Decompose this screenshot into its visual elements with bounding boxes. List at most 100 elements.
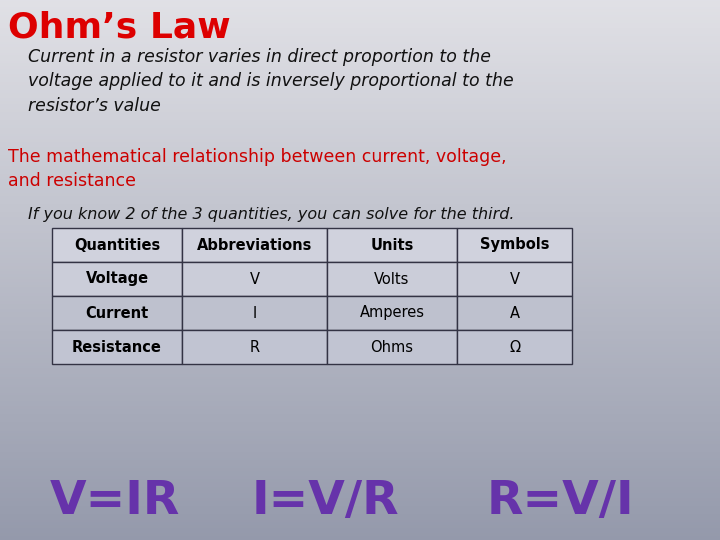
Text: I: I (253, 306, 256, 321)
Text: V: V (250, 272, 259, 287)
Bar (0, 251, 720, 254)
Bar (0, 89, 720, 92)
Bar (0, 483, 720, 486)
Bar (0, 156, 720, 159)
Bar (0, 161, 720, 165)
Bar (0, 134, 720, 138)
Bar (0, 248, 720, 251)
Bar (0, 0, 720, 3)
Bar (0, 531, 720, 535)
Bar (0, 518, 720, 521)
Bar (0, 296, 720, 300)
Bar (0, 180, 720, 184)
Bar (0, 388, 720, 392)
Bar (0, 132, 720, 135)
Bar (0, 329, 720, 332)
Bar (0, 175, 720, 178)
Bar (0, 332, 720, 335)
Bar (0, 224, 720, 227)
Bar (0, 45, 720, 49)
Bar (0, 442, 720, 446)
Bar (0, 121, 720, 124)
Bar (457, 296, 572, 330)
Bar (0, 361, 720, 365)
Bar (327, 228, 457, 262)
Bar (0, 226, 720, 230)
Bar (0, 21, 720, 24)
Bar (0, 321, 720, 324)
Text: Ω: Ω (509, 340, 520, 354)
Bar (0, 5, 720, 8)
Bar (0, 448, 720, 451)
Bar (0, 229, 720, 232)
Bar (0, 310, 720, 313)
Bar (0, 215, 720, 219)
Bar (0, 477, 720, 481)
Bar (0, 507, 720, 510)
Bar (0, 369, 720, 373)
Bar (0, 415, 720, 418)
Bar (0, 75, 720, 78)
Bar (52, 296, 182, 330)
Bar (457, 228, 572, 262)
Text: Amperes: Amperes (359, 306, 425, 321)
Text: Voltage: Voltage (86, 272, 148, 287)
Bar (0, 199, 720, 202)
Bar (0, 97, 720, 100)
Bar (0, 245, 720, 248)
Bar (0, 521, 720, 524)
Bar (0, 510, 720, 513)
Text: Resistance: Resistance (72, 340, 162, 354)
Bar (0, 426, 720, 429)
Bar (0, 353, 720, 356)
Bar (0, 256, 720, 259)
Bar (0, 526, 720, 529)
Text: V=IR: V=IR (50, 480, 180, 524)
Bar (0, 35, 720, 38)
Bar (0, 407, 720, 410)
Text: Symbols: Symbols (480, 238, 549, 253)
Bar (0, 51, 720, 54)
Bar (0, 172, 720, 176)
Bar (0, 207, 720, 211)
Bar (0, 186, 720, 189)
Bar (0, 475, 720, 478)
Bar (0, 429, 720, 432)
Bar (0, 394, 720, 397)
Bar (182, 262, 327, 296)
Bar (0, 56, 720, 59)
Bar (0, 202, 720, 205)
Bar (0, 64, 720, 68)
Bar (0, 267, 720, 270)
Bar (0, 480, 720, 483)
Bar (0, 488, 720, 491)
Bar (0, 413, 720, 416)
Text: Ohms: Ohms (371, 340, 413, 354)
Bar (0, 126, 720, 130)
Bar (52, 330, 182, 364)
Bar (0, 99, 720, 103)
Bar (0, 496, 720, 500)
Text: If you know 2 of the 3 quantities, you can solve for the third.: If you know 2 of the 3 quantities, you c… (28, 207, 515, 222)
Bar (0, 153, 720, 157)
Bar (0, 440, 720, 443)
Bar (0, 512, 720, 516)
Bar (0, 124, 720, 127)
Text: A: A (510, 306, 520, 321)
Bar (0, 288, 720, 292)
Bar (327, 296, 457, 330)
Bar (0, 421, 720, 424)
Bar (0, 148, 720, 151)
Bar (0, 159, 720, 162)
Bar (457, 262, 572, 296)
Bar (0, 2, 720, 5)
Bar (0, 380, 720, 383)
Bar (0, 70, 720, 73)
Bar (0, 377, 720, 381)
Bar (52, 228, 182, 262)
Bar (0, 151, 720, 154)
Bar (0, 264, 720, 267)
Bar (0, 534, 720, 537)
Bar (0, 234, 720, 238)
Bar (0, 29, 720, 32)
